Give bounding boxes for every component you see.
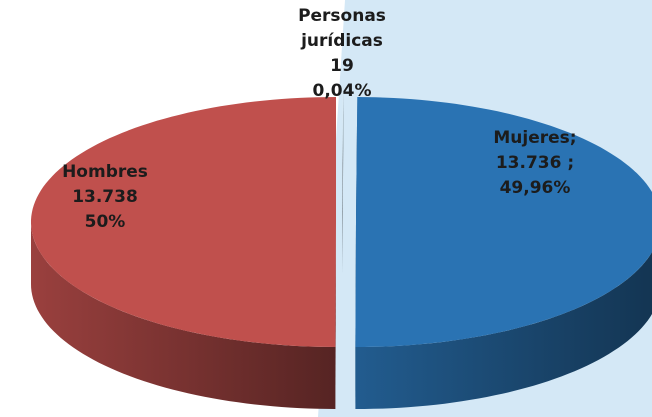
slice-side	[31, 222, 336, 409]
label-category: Personas jurídicas	[298, 6, 386, 51]
slice-face	[335, 222, 336, 409]
data-label: Mujeres; 13.736 ; 49,96%	[450, 126, 620, 201]
slice-face	[342, 87, 344, 274]
label-value: 13.736 ;	[495, 153, 575, 173]
label-value: 13.738	[72, 187, 138, 207]
slice	[31, 97, 336, 347]
label-category: Mujeres;	[493, 128, 577, 148]
data-label: Hombres 13.738 50%	[30, 160, 180, 235]
slice	[355, 97, 652, 347]
data-label: Personas jurídicas 19 0,04%	[282, 4, 402, 104]
label-percent: 50%	[84, 212, 126, 232]
label-percent: 0,04%	[312, 81, 372, 101]
label-value: 19	[330, 56, 354, 76]
label-percent: 49,96%	[499, 178, 571, 198]
slice	[342, 87, 344, 212]
label-category: Hombres	[62, 162, 148, 182]
tops	[31, 87, 652, 347]
slice-side	[355, 252, 652, 409]
